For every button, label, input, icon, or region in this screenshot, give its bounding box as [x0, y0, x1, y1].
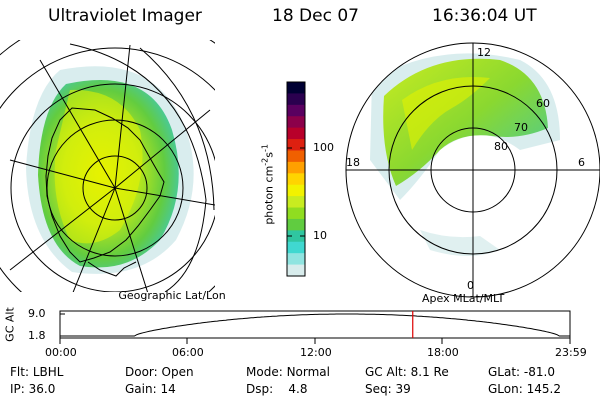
instrument-title: Ultraviolet Imager — [48, 6, 202, 26]
colorbar-swatch — [287, 127, 305, 140]
colorbar-tick-10: 10 — [313, 229, 327, 242]
colorbar-swatch — [287, 253, 305, 266]
colorbar-swatch — [287, 116, 305, 129]
polar-map-label: Apex MLat/MLT — [422, 292, 505, 305]
polar-lat-70: 70 — [514, 121, 528, 134]
colorbar-swatch — [287, 218, 305, 231]
altitude-xtick: 18:00 — [427, 346, 459, 359]
altitude-xtick: 12:00 — [300, 346, 332, 359]
geo-lat-ring-50 — [0, 47, 215, 292]
filter-info: Flt: LBHL — [10, 365, 64, 379]
polar-mlt-0: 0 — [467, 279, 474, 292]
colorbar-swatch — [287, 104, 305, 117]
door-info: Door: Open — [125, 365, 194, 379]
altitude-plot — [59, 310, 571, 344]
polar-lat-60: 60 — [536, 97, 550, 110]
altitude-ytick-top: 9.0 — [28, 307, 46, 320]
glat-info: GLat: -81.0 — [488, 365, 555, 379]
dsp-info: Dsp: 4.8 — [246, 382, 308, 396]
colorbar-swatch — [287, 139, 305, 152]
polar-map — [345, 42, 600, 298]
altitude-xtick: 00:00 — [45, 346, 77, 359]
geo-map-label: Geographic Lat/Lon — [118, 289, 225, 302]
colorbar-swatch — [287, 241, 305, 254]
colorbar-swatch — [287, 161, 305, 174]
altitude-xtick: 23:59 — [555, 346, 587, 359]
mode-info: Mode: Normal — [246, 365, 330, 379]
altitude-xtick: 06:00 — [172, 346, 204, 359]
colorbar-swatch — [287, 207, 305, 220]
colorbar-swatch — [287, 173, 305, 186]
colorbar-swatch — [287, 230, 305, 243]
altitude-curve — [60, 313, 570, 337]
colorbar-tick-100: 100 — [313, 141, 334, 154]
geo-meridians — [9, 44, 215, 292]
polar-mlt-18: 18 — [346, 156, 360, 169]
colorbar-swatch — [287, 93, 305, 106]
antarctica-coastline — [45, 107, 165, 263]
polar-mlt-12: 12 — [477, 46, 491, 59]
geographic-map — [0, 40, 215, 292]
time-label: 16:36:04 UT — [432, 6, 537, 26]
polar-lat-80: 80 — [494, 140, 508, 153]
altitude-ytick-bottom: 1.8 — [28, 329, 46, 342]
glon-info: GLon: 145.2 — [488, 382, 561, 396]
seq-info: Seq: 39 — [365, 382, 411, 396]
color-scale-bar — [287, 82, 305, 277]
ip-info: IP: 36.0 — [10, 382, 56, 396]
date-label: 18 Dec 07 — [272, 6, 359, 26]
colorbar-swatch — [287, 264, 305, 277]
colorbar-unit-label: photon cm-2s-1 — [260, 144, 276, 225]
altitude-ylabel: GC Alt — [3, 307, 17, 342]
colorbar-swatch — [287, 82, 305, 95]
gc-alt-info: GC Alt: 8.1 Re — [365, 365, 449, 379]
polar-mlt-6: 6 — [578, 156, 585, 169]
geo-lat-ring-80 — [82, 155, 148, 221]
colorbar-swatch — [287, 196, 305, 209]
geo-lat-ring-60 — [10, 83, 215, 292]
colorbar-swatch — [287, 184, 305, 197]
colorbar-swatch — [287, 150, 305, 163]
gain-info: Gain: 14 — [125, 382, 176, 396]
